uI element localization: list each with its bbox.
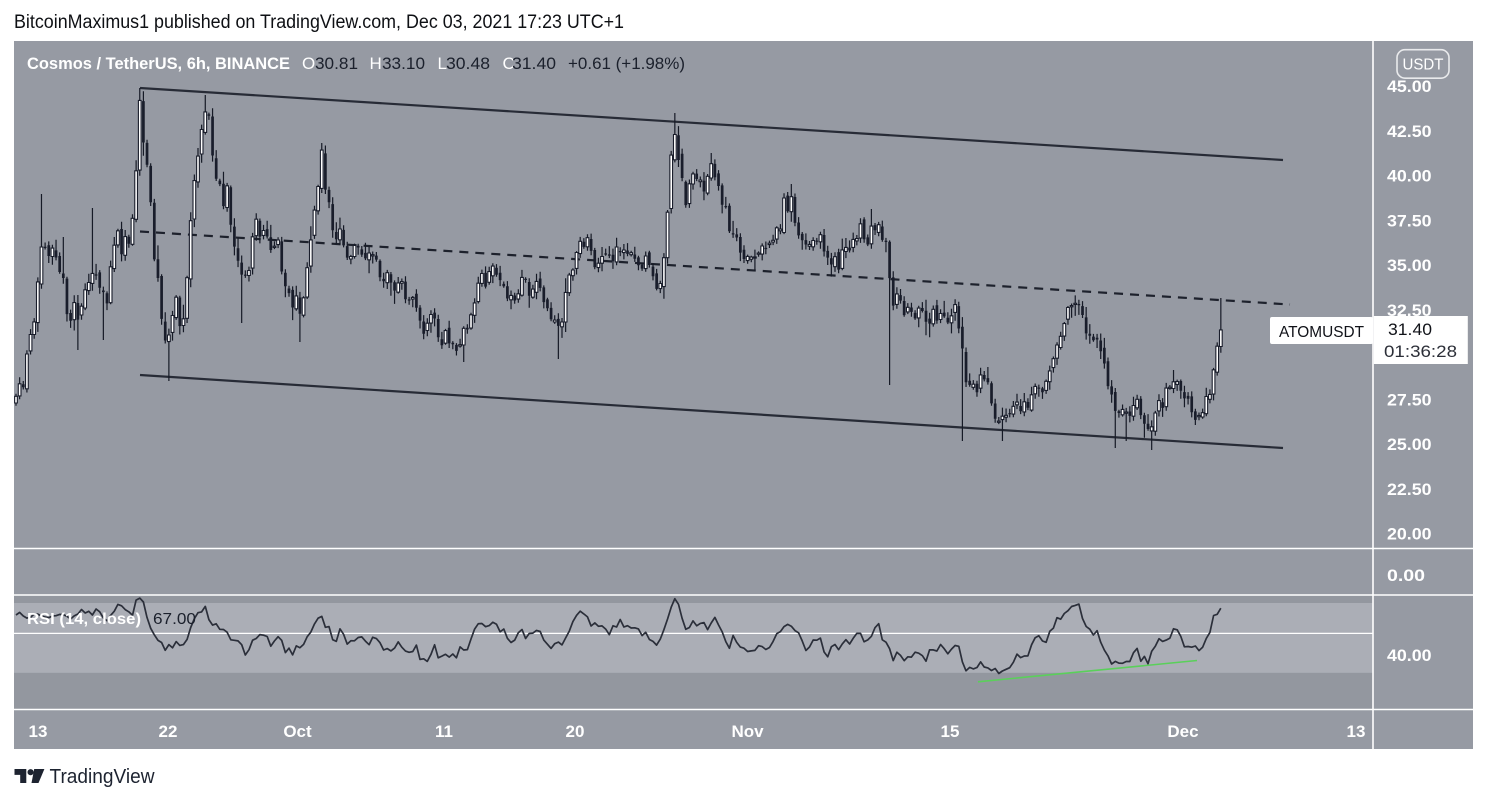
svg-text:TradingView: TradingView xyxy=(50,766,156,788)
svg-text:33.10: 33.10 xyxy=(382,54,425,73)
svg-text:Oct: Oct xyxy=(283,722,312,741)
svg-text:40.00: 40.00 xyxy=(1387,646,1432,665)
svg-text:42.50: 42.50 xyxy=(1387,122,1432,141)
svg-text:31.40: 31.40 xyxy=(1388,320,1432,339)
svg-text:Dec: Dec xyxy=(1167,722,1198,741)
svg-text:L: L xyxy=(438,54,447,73)
svg-text:32.50: 32.50 xyxy=(1387,301,1432,320)
svg-text:30.81: 30.81 xyxy=(315,54,358,73)
svg-text:22.50: 22.50 xyxy=(1387,480,1432,499)
svg-text:20.00: 20.00 xyxy=(1387,525,1432,544)
svg-text:67.00: 67.00 xyxy=(153,611,196,628)
svg-text:USDT: USDT xyxy=(1403,57,1444,74)
svg-text:11: 11 xyxy=(435,722,453,741)
svg-text:0.00: 0.00 xyxy=(1387,566,1425,585)
svg-text:BitcoinMaximus1 published on T: BitcoinMaximus1 published on TradingView… xyxy=(14,12,624,33)
svg-text:ATOMUSDT: ATOMUSDT xyxy=(1279,324,1364,341)
svg-text:31.40: 31.40 xyxy=(512,54,556,73)
svg-text:Nov: Nov xyxy=(731,722,764,741)
svg-text:C: C xyxy=(503,54,515,73)
svg-text:O: O xyxy=(302,54,315,73)
svg-text:+0.61 (+1.98%): +0.61 (+1.98%) xyxy=(568,54,685,73)
svg-text:25.00: 25.00 xyxy=(1387,435,1432,454)
svg-text:30.48: 30.48 xyxy=(446,54,490,73)
svg-text:27.50: 27.50 xyxy=(1387,390,1432,409)
svg-text:22: 22 xyxy=(159,722,178,741)
svg-text:Cosmos / TetherUS, 6h, BINANCE: Cosmos / TetherUS, 6h, BINANCE xyxy=(27,54,290,73)
svg-text:13: 13 xyxy=(29,722,48,741)
svg-text:40.00: 40.00 xyxy=(1387,167,1432,186)
svg-text:13: 13 xyxy=(1347,722,1366,741)
svg-text:20: 20 xyxy=(566,722,585,741)
svg-text:RSI (14, close): RSI (14, close) xyxy=(27,611,141,628)
svg-text:37.50: 37.50 xyxy=(1387,211,1432,230)
svg-text:H: H xyxy=(370,54,382,73)
svg-text:35.00: 35.00 xyxy=(1387,256,1432,275)
svg-text:45.00: 45.00 xyxy=(1387,77,1432,96)
svg-text:01:36:28: 01:36:28 xyxy=(1384,343,1457,361)
svg-text:15: 15 xyxy=(941,722,960,741)
